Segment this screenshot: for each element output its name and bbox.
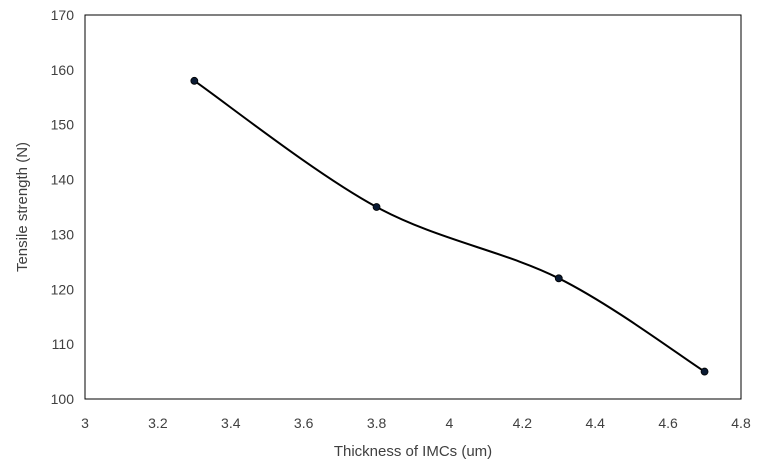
x-axis-ticks: 3 3.2 3.4 3.6 3.8 4 4.2 4.4 4.6 4.8 [81,415,751,431]
x-tick-label: 4.6 [658,415,678,431]
x-tick-label: 3.8 [367,415,387,431]
y-tick-label: 110 [52,336,75,352]
x-tick-label: 4.4 [585,415,605,431]
x-tick-label: 4.2 [513,415,533,431]
x-tick-label: 3.4 [221,415,241,431]
y-axis-title: Tensile strength (N) [14,142,31,272]
x-tick-label: 4.8 [731,415,751,431]
y-tick-label: 120 [51,281,75,297]
data-point [554,274,563,283]
y-tick-label: 150 [51,117,75,133]
x-tick-label: 3.6 [294,415,314,431]
plot-frame [84,14,742,400]
data-points [190,76,709,376]
x-axis-title: Thickness of IMCs (um) [334,443,492,460]
x-tick-label: 3.2 [148,415,168,431]
y-tick-label: 100 [51,391,75,407]
series-line [193,80,706,373]
x-tick-label: 3 [81,415,89,431]
y-tick-label: 130 [51,226,75,242]
y-tick-label: 140 [51,172,75,188]
x-tick-label: 4 [446,415,454,431]
data-point [372,203,381,211]
y-axis-ticks: 100 110 120 130 140 150 160 170 [51,7,75,407]
data-point [190,76,199,85]
data-point [700,367,709,376]
y-tick-label: 160 [51,62,75,78]
y-tick-label: 170 [51,7,75,23]
